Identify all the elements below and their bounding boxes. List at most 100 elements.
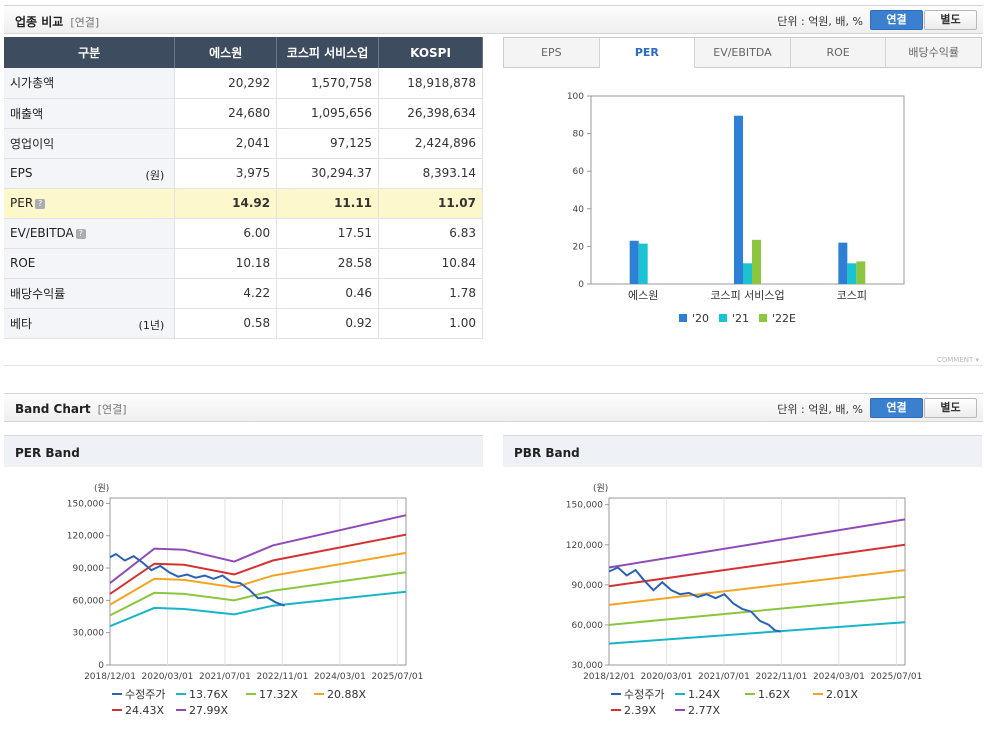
divider	[4, 352, 983, 366]
category-label: 코스피	[837, 289, 867, 302]
series-line	[608, 595, 906, 626]
bar	[752, 239, 761, 284]
cell-value: 20,292	[174, 68, 278, 99]
x-tick-label: 2020/03/01	[142, 672, 194, 682]
x-tick-label: 2021/07/01	[199, 672, 251, 682]
y-tick-label: 20	[573, 242, 585, 252]
legend-label: 1.62X	[758, 688, 790, 701]
cell-value: 6.83	[378, 218, 483, 249]
legend-label: 수정주가	[125, 688, 165, 701]
column-header: 구분	[4, 37, 176, 68]
comment-toggle[interactable]: COMMENT ▾	[936, 356, 979, 364]
separate-toggle[interactable]: 별도	[924, 10, 977, 30]
y-axis-unit: (원)	[593, 483, 608, 494]
per-bar-chart: 0 20 40 60 80 100 에스원 코스피 서비스업 코스피 '20 '21 '22E	[503, 68, 982, 352]
table-row: ROE 10.18 28.58 10.84	[4, 248, 483, 279]
plot-area	[608, 497, 906, 666]
cell-value: 0.58	[174, 308, 278, 339]
table-row: EPS (원) 3,975 30,294.37 8,393.14	[4, 158, 483, 189]
row-label-text: 배당수익률	[10, 286, 66, 301]
x-tick-label: 2018/12/01	[583, 672, 635, 682]
legend-label: '20	[692, 312, 709, 325]
info-icon[interactable]: ?	[75, 228, 86, 239]
row-label-text: 시가총액	[10, 76, 55, 91]
cell-value: 17.51	[276, 218, 380, 249]
y-tick-label: 90,000	[572, 581, 604, 591]
y-tick-label: 60	[573, 167, 585, 177]
x-tick-label: 2021/07/01	[698, 672, 750, 682]
cell-value: 0.46	[276, 278, 380, 309]
y-tick-label: 150,000	[566, 501, 603, 511]
bar	[629, 240, 639, 284]
y-tick-label: 120,000	[67, 532, 104, 542]
cell-value: 1.78	[378, 278, 483, 309]
legend-swatch	[679, 314, 687, 322]
band-chart-header: Band Chart [연결] 단위 : 억원, 배, % 연결 별도	[4, 393, 983, 422]
column-header: 코스피 서비스업	[276, 37, 380, 68]
pbr-band-chart: (원) 2018/12/01 2020/03/01 2021/07/01 2022/11…	[566, 483, 923, 717]
y-tick-label: 100	[567, 92, 584, 102]
industry-compare-table: 구분 에스원 코스피 서비스업 KOSPI 시가총액 20,292 1,570,758 18…	[4, 37, 483, 339]
row-label: 배당수익률	[4, 278, 176, 309]
series-line	[608, 569, 906, 606]
row-unit: (1년)	[138, 318, 165, 332]
legend-swatch	[759, 314, 767, 322]
y-tick-label: 120,000	[566, 541, 603, 551]
cell-value: 8,393.14	[378, 158, 483, 189]
y-axis-unit: (원)	[94, 483, 109, 494]
y-tick-label: 90,000	[73, 564, 105, 574]
table-row: PER? 14.92 11.11 11.07	[4, 188, 483, 219]
table-row: EV/EBITDA? 6.00 17.51 6.83	[4, 218, 483, 249]
y-tick-label: 30,000	[572, 661, 604, 671]
table-row: 시가총액 20,292 1,570,758 18,918,878	[4, 68, 483, 99]
x-tick-label: 2018/12/01	[84, 672, 136, 682]
legend-label: 27.99X	[189, 704, 228, 717]
series-line	[109, 590, 407, 628]
column-header: KOSPI	[378, 37, 483, 68]
bar	[847, 263, 857, 284]
legend-label: 1.24X	[688, 688, 720, 701]
pbr-band-title: PBR Band	[503, 435, 982, 467]
consolidated-toggle[interactable]: 연결	[870, 398, 923, 418]
table-header-row: 구분 에스원 코스피 서비스업 KOSPI	[4, 37, 483, 68]
cell-value: 4.22	[174, 278, 278, 309]
section-title: Band Chart [연결]	[15, 402, 127, 416]
info-icon[interactable]: ?	[35, 198, 46, 209]
cell-value: 28.58	[276, 248, 380, 279]
series-line	[109, 551, 407, 606]
y-tick-label: 0	[98, 661, 104, 671]
tab-metric[interactable]: 배당수익률	[886, 38, 981, 68]
tab-metric[interactable]: ROE	[790, 38, 887, 68]
y-tick-label: 150,000	[67, 499, 104, 509]
row-label-text: PER	[10, 196, 34, 210]
cell-value: 3,975	[174, 158, 278, 189]
x-tick-label: 2020/03/01	[641, 672, 693, 682]
consolidated-toggle[interactable]: 연결	[870, 10, 923, 30]
tab-metric[interactable]: EV/EBITDA	[695, 38, 791, 68]
cell-value: 24,680	[174, 98, 278, 129]
x-tick-label: 2025/07/01	[371, 672, 423, 682]
y-tick-label: 0	[578, 280, 584, 290]
series-line	[109, 514, 407, 584]
series-line	[608, 518, 906, 569]
industry-compare-header: 업종 비교 [연결] 단위 : 억원, 배, % 연결 별도	[4, 5, 983, 34]
y-tick-label: 40	[573, 205, 585, 215]
y-tick-label: 80	[573, 130, 585, 140]
cell-value: 18,918,878	[378, 68, 483, 99]
x-tick-label: 2022/11/01	[256, 672, 308, 682]
separate-toggle[interactable]: 별도	[924, 398, 977, 418]
table-row: 영업이익 2,041 97,125 2,424,896	[4, 128, 483, 159]
legend-label: 17.32X	[259, 688, 298, 701]
row-label: PER?	[4, 188, 176, 219]
tab-metric[interactable]: PER	[599, 38, 696, 68]
table-row: 매출액 24,680 1,095,656 26,398,634	[4, 98, 483, 129]
x-tick-label: 2024/03/01	[314, 672, 366, 682]
tab-metric[interactable]: EPS	[504, 38, 600, 68]
legend-label: 2.77X	[688, 704, 720, 717]
bar	[856, 261, 866, 284]
category-label: 코스피 서비스업	[710, 289, 784, 302]
row-label: 베타 (1년)	[4, 308, 176, 339]
cell-value: 10.18	[174, 248, 278, 279]
row-unit: (원)	[145, 168, 165, 182]
legend-label: 2.39X	[624, 704, 656, 717]
